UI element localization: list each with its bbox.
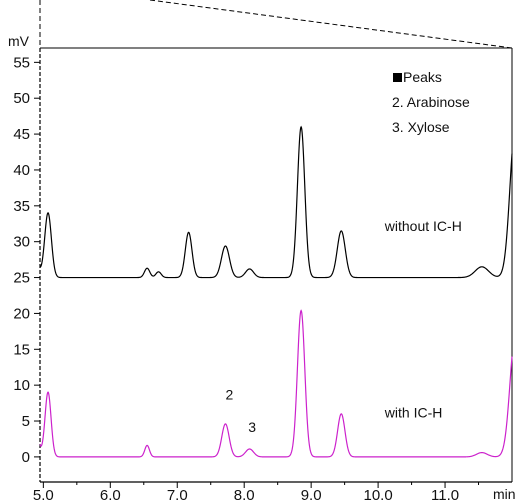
x-tick-label: 10.0 bbox=[363, 487, 392, 504]
annotations: without IC-H with IC-H 23 bbox=[225, 218, 461, 435]
x-tick-label: 7.0 bbox=[167, 487, 188, 504]
y-tick-label: 55 bbox=[13, 54, 30, 71]
y-tick-label: 35 bbox=[13, 198, 30, 215]
y-tick-label: 45 bbox=[13, 126, 30, 143]
legend-marker bbox=[393, 73, 402, 82]
y-tick-label: 40 bbox=[13, 162, 30, 179]
zoom-connector-right bbox=[149, 0, 513, 49]
series-line-with-ic-h bbox=[39, 309, 513, 458]
annotation-label: 3 bbox=[248, 419, 256, 435]
annotation-label: without IC-H bbox=[384, 218, 462, 234]
x-tick-label: 6.0 bbox=[100, 487, 121, 504]
x-tick-label: 9.0 bbox=[301, 487, 322, 504]
legend-entry-arabinose: 2. Arabinose bbox=[392, 94, 470, 110]
legend-title: Peaks bbox=[403, 69, 442, 85]
y-tick-label: 5 bbox=[22, 413, 30, 430]
series-layer bbox=[39, 125, 513, 458]
x-tick-label: 11.0 bbox=[431, 487, 459, 504]
x-axis-unit: min bbox=[493, 486, 516, 502]
y-tick-label: 30 bbox=[13, 234, 30, 251]
x-tick-label: 5.0 bbox=[33, 487, 54, 504]
y-tick-label: 15 bbox=[13, 341, 30, 358]
annotation-label: 2 bbox=[225, 387, 233, 403]
x-tick-label: 8.0 bbox=[234, 487, 255, 504]
axis-ticks: 0 5 10 15 20 25 30 35 40 45 50 55 5.0 6.0 7.0 8.0 9.0 10.… bbox=[13, 54, 480, 504]
y-tick-label: 20 bbox=[13, 305, 30, 322]
y-tick-label: 50 bbox=[13, 90, 30, 107]
y-axis-unit: mV bbox=[8, 33, 30, 49]
series-line-without-ic-h bbox=[39, 125, 513, 279]
annotation-label: with IC-H bbox=[384, 404, 443, 420]
legend-entry-xylose: 3. Xylose bbox=[392, 119, 450, 135]
y-tick-label: 25 bbox=[13, 270, 30, 287]
y-tick-label: 0 bbox=[22, 449, 30, 466]
y-tick-label: 10 bbox=[13, 377, 30, 394]
